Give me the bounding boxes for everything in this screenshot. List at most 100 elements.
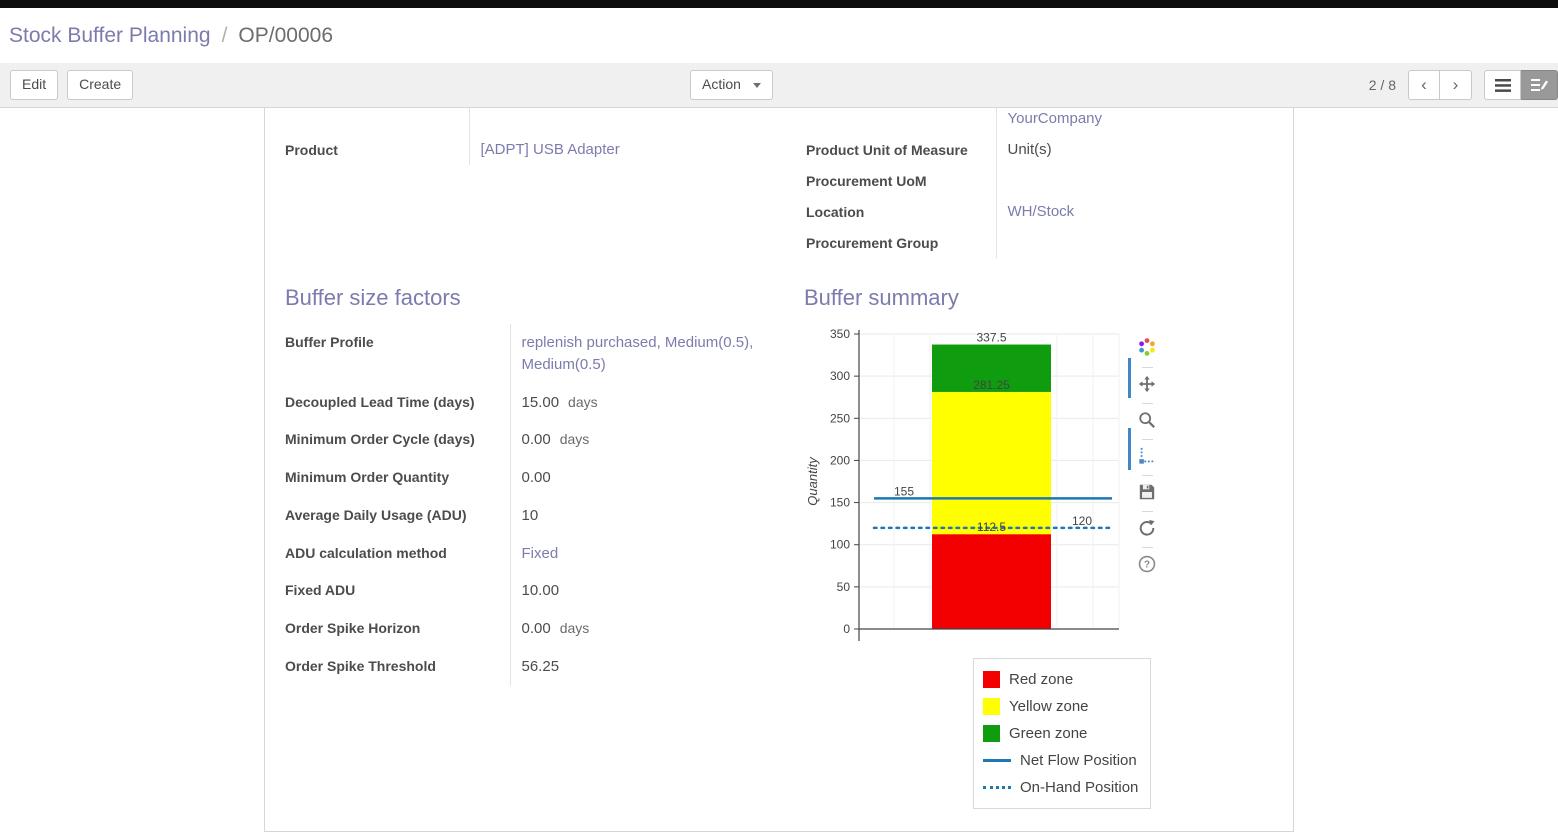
buffer-summary-heading: Buffer summary [804,285,959,310]
breadcrumb-parent-link[interactable]: Stock Buffer Planning [9,23,211,47]
field-row [285,108,790,134]
chevron-left-icon: ‹ [1421,75,1427,95]
legend-swatch [983,698,1000,715]
caret-down-icon [752,82,761,88]
location-label: Location [806,196,997,227]
magnifier-icon [1139,412,1155,428]
plotly-logo-icon [1139,338,1155,356]
svg-text:50: 50 [837,580,851,594]
svg-text:0: 0 [843,622,850,636]
adu-method-link[interactable]: Fixed [521,544,559,562]
question-mark-icon: ? [1138,555,1156,573]
reset-axes-button[interactable] [1134,519,1160,540]
field-row-location: Location WH/Stock [806,196,1273,227]
pager-next-button[interactable]: › [1440,70,1472,100]
modebar-separator [1141,439,1153,440]
legend-item[interactable]: Net Flow Position [983,747,1141,774]
modebar-separator [1141,475,1153,476]
legend-item[interactable]: On-Hand Position [983,774,1141,801]
general-group-left: Product [ADPT] USB Adapter [285,108,790,258]
legend-label: Yellow zone [1009,698,1089,715]
adu-method-label: ADU calculation method [285,534,511,573]
spike-threshold-label: Order Spike Threshold [285,647,511,686]
list-view-button[interactable] [1484,70,1521,100]
min-order-cycle-unit: days [559,431,590,448]
dlt-label: Decoupled Lead Time (days) [285,383,511,422]
svg-text:100: 100 [830,538,850,552]
modebar-accent-bar [1128,428,1131,470]
product-label: Product [285,134,470,165]
pager-nav: ‹ › [1408,70,1472,100]
svg-text:155: 155 [894,484,914,498]
legend-line-swatch [983,759,1011,762]
field-row-dlt: Decoupled Lead Time (days) 15.00 days [285,383,788,422]
field-row-min-order-qty: Minimum Order Quantity 0.00 [285,459,788,497]
field-row-buffer-profile: Buffer Profile replenish purchased, Medi… [285,324,788,384]
svg-text:337.5: 337.5 [976,331,1006,345]
field-row-clipped: YourCompany [806,108,1273,134]
pager-value[interactable]: 2 / 8 [1368,77,1396,93]
svg-text:150: 150 [830,496,850,510]
legend-item[interactable]: Red zone [983,666,1141,693]
download-plot-button[interactable] [1134,483,1160,504]
product-link[interactable]: [ADPT] USB Adapter [480,141,620,158]
chart-help-button[interactable]: ? [1134,555,1160,576]
pager-and-views: 2 / 8 ‹ › [1369,70,1558,100]
field-row-procurement-group: Procurement Group [806,227,1273,258]
adu-label: Average Daily Usage (ADU) [285,496,511,535]
field-row-fixed-adu: Fixed ADU 10.00 [285,572,788,610]
field-row-spike-threshold: Order Spike Threshold 56.25 [285,647,788,686]
legend-label: Net Flow Position [1020,752,1137,769]
fixed-adu-label: Fixed ADU [285,572,511,610]
legend-label: Red zone [1009,671,1074,688]
min-order-cycle-label: Minimum Order Cycle (days) [285,421,511,459]
dlt-unit: days [568,393,598,410]
legend-label: Green zone [1009,725,1088,742]
action-dropdown-button[interactable]: Action [690,70,773,100]
location-link[interactable]: WH/Stock [1007,203,1075,220]
zoom-tool-button[interactable] [1134,411,1160,432]
clipped-field-label [806,108,997,134]
clipped-top-field-link[interactable]: YourCompany [1007,110,1103,127]
modebar-separator [1141,403,1153,404]
form-view-button[interactable] [1521,70,1558,100]
field-row-spike-horizon: Order Spike Horizon 0.00 days [285,610,788,648]
pan-icon [1138,375,1156,393]
form-buttons: Edit Create [0,70,134,100]
breadcrumb-current: OP/00006 [238,23,333,47]
buffer-chart-canvas[interactable]: 0 50 100 150 200 250 300 350 337.5 281.25 155 112.5… [804,324,1134,649]
product-uom-value: Unit(s) [1007,141,1052,158]
pager-previous-button[interactable]: ‹ [1408,70,1440,100]
spikelines-toggle-button[interactable] [1134,447,1160,468]
legend-item[interactable]: Green zone [983,720,1141,747]
min-order-qty-label: Minimum Order Quantity [285,459,511,497]
breadcrumb-separator: / [221,23,228,47]
action-menu-wrap: Action [690,70,773,100]
form-sheet: Product [ADPT] USB Adapter YourCompany P… [264,108,1294,832]
legend-swatch [983,725,1000,742]
fixed-adu-value: 10.00 [521,582,560,600]
svg-text:Quantity: Quantity [805,456,820,506]
plotly-logo-button[interactable] [1134,337,1160,360]
field-row-adu-method: ADU calculation method Fixed [285,534,788,573]
modebar-separator [1141,367,1153,368]
field-row-product: Product [ADPT] USB Adapter [285,134,790,165]
adu-value: 10 [521,506,539,524]
view-switcher [1484,70,1558,100]
svg-text:112.5: 112.5 [977,520,1006,534]
modebar-separator [1141,511,1153,512]
legend-item[interactable]: Yellow zone [983,693,1141,720]
buffer-profile-link[interactable]: replenish purchased, Medium(0.5), Medium… [521,334,754,373]
chart-modebar: ? [1134,330,1160,576]
buffer-profile-label: Buffer Profile [285,324,511,384]
spike-horizon-label: Order Spike Horizon [285,610,511,648]
chart-legend: Red zone Yellow zone Green zone Net Flow Po… [973,658,1151,809]
procurement-uom-label: Procurement UoM [806,165,997,196]
create-button[interactable]: Create [67,70,134,100]
product-uom-label: Product Unit of Measure [806,134,997,165]
pan-tool-button[interactable] [1134,375,1160,396]
edit-button[interactable]: Edit [10,70,59,100]
min-order-qty-value: 0.00 [521,469,551,486]
general-group-right: YourCompany Product Unit of Measure Unit… [806,108,1273,258]
buffer-chart[interactable]: 0 50 100 150 200 250 300 350 337.5 281.25 155 112.5… [804,324,1273,652]
